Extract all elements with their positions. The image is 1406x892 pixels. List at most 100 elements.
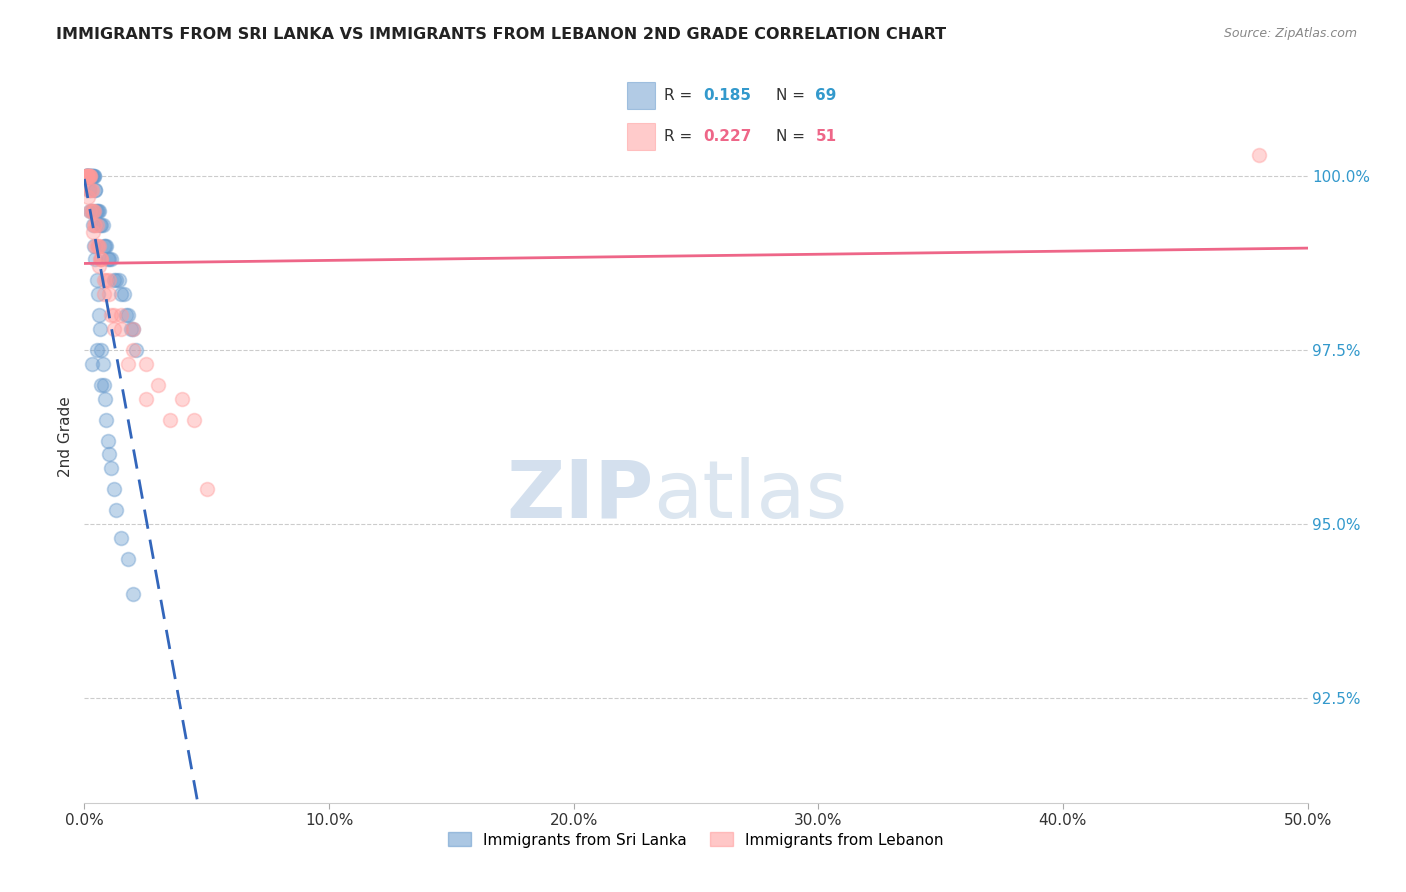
Point: [120, 322, 142, 336]
Point: [76, 169, 98, 183]
Point: [183, 412, 205, 426]
Point: [122, 587, 145, 601]
Point: [97, 448, 120, 462]
Point: [94, 238, 117, 252]
Point: [87, 260, 110, 274]
Point: [80, 203, 103, 218]
Point: [93, 238, 115, 252]
Point: [195, 483, 218, 497]
Point: [86, 238, 108, 252]
Point: [83, 218, 105, 232]
Point: [89, 218, 111, 232]
Point: [76, 169, 98, 183]
Point: [75, 169, 97, 183]
Point: [79, 169, 101, 183]
Point: [87, 308, 110, 322]
Point: [90, 252, 112, 267]
Point: [87, 203, 110, 218]
Point: [86, 218, 108, 232]
Point: [159, 412, 181, 426]
Point: [105, 273, 128, 287]
Point: [76, 169, 98, 183]
Point: [100, 252, 122, 267]
Point: [122, 343, 145, 357]
Point: [93, 377, 115, 392]
Point: [100, 308, 122, 322]
Point: [112, 287, 135, 301]
Point: [82, 225, 104, 239]
Point: [82, 203, 104, 218]
Point: [77, 169, 100, 183]
Point: [77, 183, 100, 197]
Point: [91, 357, 114, 371]
Point: [146, 377, 169, 392]
Point: [79, 169, 101, 183]
Point: [96, 273, 118, 287]
Point: [79, 203, 101, 218]
Point: [90, 252, 112, 267]
Point: [97, 287, 120, 301]
Point: [80, 169, 103, 183]
Point: [77, 169, 100, 183]
Point: [110, 322, 132, 336]
Point: [87, 238, 110, 252]
Point: [75, 169, 97, 183]
Text: 0.227: 0.227: [703, 129, 751, 144]
Point: [125, 343, 148, 357]
Bar: [627, 82, 655, 109]
Point: [82, 169, 104, 183]
Point: [103, 483, 125, 497]
Point: [84, 238, 107, 252]
Point: [97, 273, 120, 287]
Point: [77, 169, 100, 183]
Point: [75, 169, 97, 183]
Point: [96, 238, 118, 252]
Point: [110, 308, 132, 322]
Point: [84, 252, 107, 267]
Point: [77, 169, 100, 183]
Point: [103, 273, 125, 287]
Point: [79, 169, 101, 183]
Point: [122, 322, 145, 336]
Point: [122, 322, 145, 336]
Legend: Immigrants from Sri Lanka, Immigrants from Lebanon: Immigrants from Sri Lanka, Immigrants fr…: [441, 826, 950, 854]
Point: [103, 308, 125, 322]
Point: [97, 252, 120, 267]
Point: [84, 218, 107, 232]
Point: [83, 238, 105, 252]
Point: [84, 203, 107, 218]
Point: [135, 357, 157, 371]
Y-axis label: 2nd Grade: 2nd Grade: [58, 397, 73, 477]
Point: [117, 357, 139, 371]
Text: IMMIGRANTS FROM SRI LANKA VS IMMIGRANTS FROM LEBANON 2ND GRADE CORRELATION CHART: IMMIGRANTS FROM SRI LANKA VS IMMIGRANTS …: [56, 27, 946, 42]
Point: [89, 322, 111, 336]
Point: [172, 392, 194, 406]
Point: [94, 392, 117, 406]
Point: [93, 287, 115, 301]
Point: [79, 169, 101, 183]
Text: R =: R =: [664, 129, 697, 144]
Point: [77, 190, 100, 204]
Text: atlas: atlas: [654, 457, 848, 534]
Point: [83, 169, 105, 183]
Text: R =: R =: [664, 88, 697, 103]
Point: [135, 392, 157, 406]
Bar: [627, 123, 655, 150]
Point: [97, 252, 120, 267]
Point: [80, 183, 103, 197]
Point: [87, 287, 110, 301]
Point: [93, 273, 115, 287]
Point: [83, 169, 105, 183]
Point: [77, 169, 100, 183]
Point: [87, 238, 110, 252]
Text: Source: ZipAtlas.com: Source: ZipAtlas.com: [1223, 27, 1357, 40]
Point: [90, 377, 112, 392]
Point: [84, 183, 107, 197]
Point: [110, 531, 132, 545]
Point: [80, 169, 103, 183]
Point: [86, 273, 108, 287]
Point: [103, 322, 125, 336]
Point: [80, 183, 103, 197]
Point: [82, 169, 104, 183]
Text: N =: N =: [776, 129, 810, 144]
